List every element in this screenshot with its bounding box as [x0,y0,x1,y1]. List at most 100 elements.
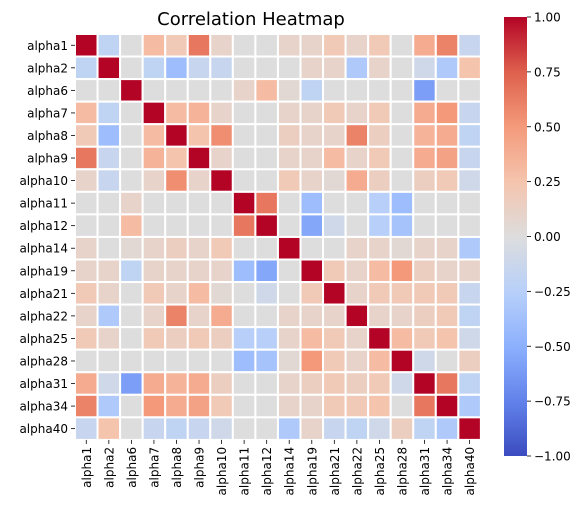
heatmap-cell-alpha12-alpha11 [231,213,257,238]
x-tick-label-alpha10: alpha10 [215,447,229,496]
heatmap-cell-alpha2-alpha21 [322,55,347,81]
heatmap-cell-alpha22-alpha7 [141,303,167,329]
heatmap-cell-alpha40-alpha40 [457,416,482,441]
heatmap-cell-alpha10-alpha9 [186,168,212,193]
heatmap-cell-alpha11-alpha2 [96,190,122,216]
heatmap-cell-alpha9-alpha28 [389,145,415,171]
heatmap-cell-alpha14-alpha28 [389,235,415,261]
heatmap-cell-alpha22-alpha28 [389,303,415,329]
heatmap-cell-alpha34-alpha34 [434,393,460,419]
heatmap-cell-alpha19-alpha12 [254,258,279,284]
heatmap-cell-alpha14-alpha14 [276,235,302,261]
heatmap-cell-alpha7-alpha1 [74,100,99,126]
heatmap-cell-alpha19-alpha11 [231,258,257,284]
heatmap-cell-alpha11-alpha6 [119,190,144,216]
heatmap-cell-alpha9-alpha2 [96,145,122,171]
heatmap-cell-alpha31-alpha40 [457,371,482,396]
heatmap-cell-alpha9-alpha21 [322,145,347,171]
heatmap-cell-alpha2-alpha40 [457,55,482,81]
y-tick-label-alpha31: alpha31 [19,377,68,391]
heatmap-cell-alpha9-alpha6 [119,145,144,171]
heatmap-cell-alpha28-alpha14 [276,348,302,374]
colorbar-tick-label: 0.50 [534,120,561,134]
heatmap-cell-alpha21-alpha21 [322,281,347,306]
heatmap-cell-alpha6-alpha11 [231,78,257,103]
heatmap-cell-alpha40-alpha28 [389,416,415,441]
heatmap-cell-alpha7-alpha22 [344,100,370,126]
colorbar-tick-label: −0.50 [534,340,571,354]
heatmap-cell-alpha21-alpha34 [434,281,460,306]
heatmap-cell-alpha11-alpha7 [141,190,167,216]
y-tick-label-alpha12: alpha12 [19,219,68,233]
heatmap-cell-alpha1-alpha22 [344,33,370,58]
heatmap-cell-alpha1-alpha21 [322,33,347,58]
heatmap-cell-alpha11-alpha8 [164,190,189,216]
heatmap-cell-alpha11-alpha19 [299,190,325,216]
x-tick-label-alpha19: alpha19 [305,447,319,496]
heatmap-cell-alpha28-alpha1 [74,348,99,374]
heatmap-cell-alpha1-alpha1 [74,33,99,58]
y-tick-label-alpha14: alpha14 [19,242,68,256]
heatmap-cell-alpha25-alpha14 [276,326,302,351]
heatmap-cell-alpha14-alpha22 [344,235,370,261]
heatmap-cell-alpha19-alpha8 [164,258,189,284]
heatmap-cell-alpha19-alpha9 [186,258,212,284]
heatmap-cell-alpha25-alpha10 [209,326,234,351]
heatmap-cell-alpha7-alpha8 [164,100,189,126]
heatmap-cell-alpha6-alpha28 [389,78,415,103]
heatmap-cell-alpha22-alpha1 [74,303,99,329]
heatmap-cell-alpha9-alpha40 [457,145,482,171]
heatmap-cell-alpha6-alpha1 [74,78,99,103]
heatmap-cell-alpha22-alpha34 [434,303,460,329]
heatmap-cell-alpha40-alpha2 [96,416,122,441]
heatmap-cell-alpha6-alpha10 [209,78,234,103]
heatmap-cell-alpha10-alpha28 [389,168,415,193]
heatmap-cell-alpha14-alpha10 [209,235,234,261]
heatmap-cell-alpha21-alpha1 [74,281,99,306]
heatmap-cell-alpha11-alpha14 [276,190,302,216]
colorbar-tick-label: 0.75 [534,65,561,79]
heatmap-cell-alpha9-alpha12 [254,145,279,171]
heatmap-cell-alpha31-alpha22 [344,371,370,396]
heatmap-cell-alpha19-alpha1 [74,258,99,284]
heatmap-cell-alpha25-alpha21 [322,326,347,351]
heatmap-cell-alpha34-alpha22 [344,393,370,419]
heatmap-cell-alpha7-alpha11 [231,100,257,126]
heatmap-cell-alpha31-alpha12 [254,371,279,396]
heatmap-cell-alpha12-alpha34 [434,213,460,238]
colorbar-tick-label: 0.25 [534,175,561,189]
heatmap-cell-alpha2-alpha6 [119,55,144,81]
x-tick-label-alpha12: alpha12 [260,447,274,496]
heatmap-cell-alpha19-alpha6 [119,258,144,284]
heatmap-cell-alpha21-alpha25 [367,281,392,306]
heatmap-cell-alpha1-alpha34 [434,33,460,58]
heatmap-cell-alpha31-alpha10 [209,371,234,396]
heatmap-cell-alpha1-alpha10 [209,33,234,58]
heatmap-cell-alpha22-alpha8 [164,303,189,329]
heatmap-cell-alpha8-alpha1 [74,123,99,148]
heatmap-cell-alpha14-alpha6 [119,235,144,261]
heatmap-cell-alpha19-alpha40 [457,258,482,284]
heatmap-cell-alpha40-alpha12 [254,416,279,441]
heatmap-cell-alpha25-alpha22 [344,326,370,351]
heatmap-cell-alpha2-alpha8 [164,55,189,81]
heatmap-cell-alpha14-alpha2 [96,235,122,261]
heatmap-cell-alpha1-alpha28 [389,33,415,58]
y-tick-label-alpha28: alpha28 [19,354,68,368]
heatmap-cell-alpha31-alpha6 [119,371,144,396]
heatmap-cell-alpha12-alpha7 [141,213,167,238]
heatmap-cell-alpha22-alpha40 [457,303,482,329]
heatmap-cell-alpha34-alpha28 [389,393,415,419]
colorbar: 1.00 0.75 0.50 0.25 0.00 −0.25 −0.50 −0.75 −1.00 [504,11,571,464]
heatmap-cell-alpha34-alpha8 [164,393,189,419]
heatmap-cell-alpha21-alpha6 [119,281,144,306]
heatmap-cell-alpha22-alpha14 [276,303,302,329]
heatmap-cell-alpha25-alpha31 [412,326,437,351]
heatmap-cell-alpha6-alpha12 [254,78,279,103]
heatmap-cell-alpha22-alpha10 [209,303,234,329]
x-tick-label-alpha14: alpha14 [283,447,297,496]
heatmap-cell-alpha12-alpha21 [322,213,347,238]
y-tick-label-alpha2: alpha2 [27,61,68,75]
heatmap-cell-alpha10-alpha40 [457,168,482,193]
heatmap-cell-alpha22-alpha21 [322,303,347,329]
